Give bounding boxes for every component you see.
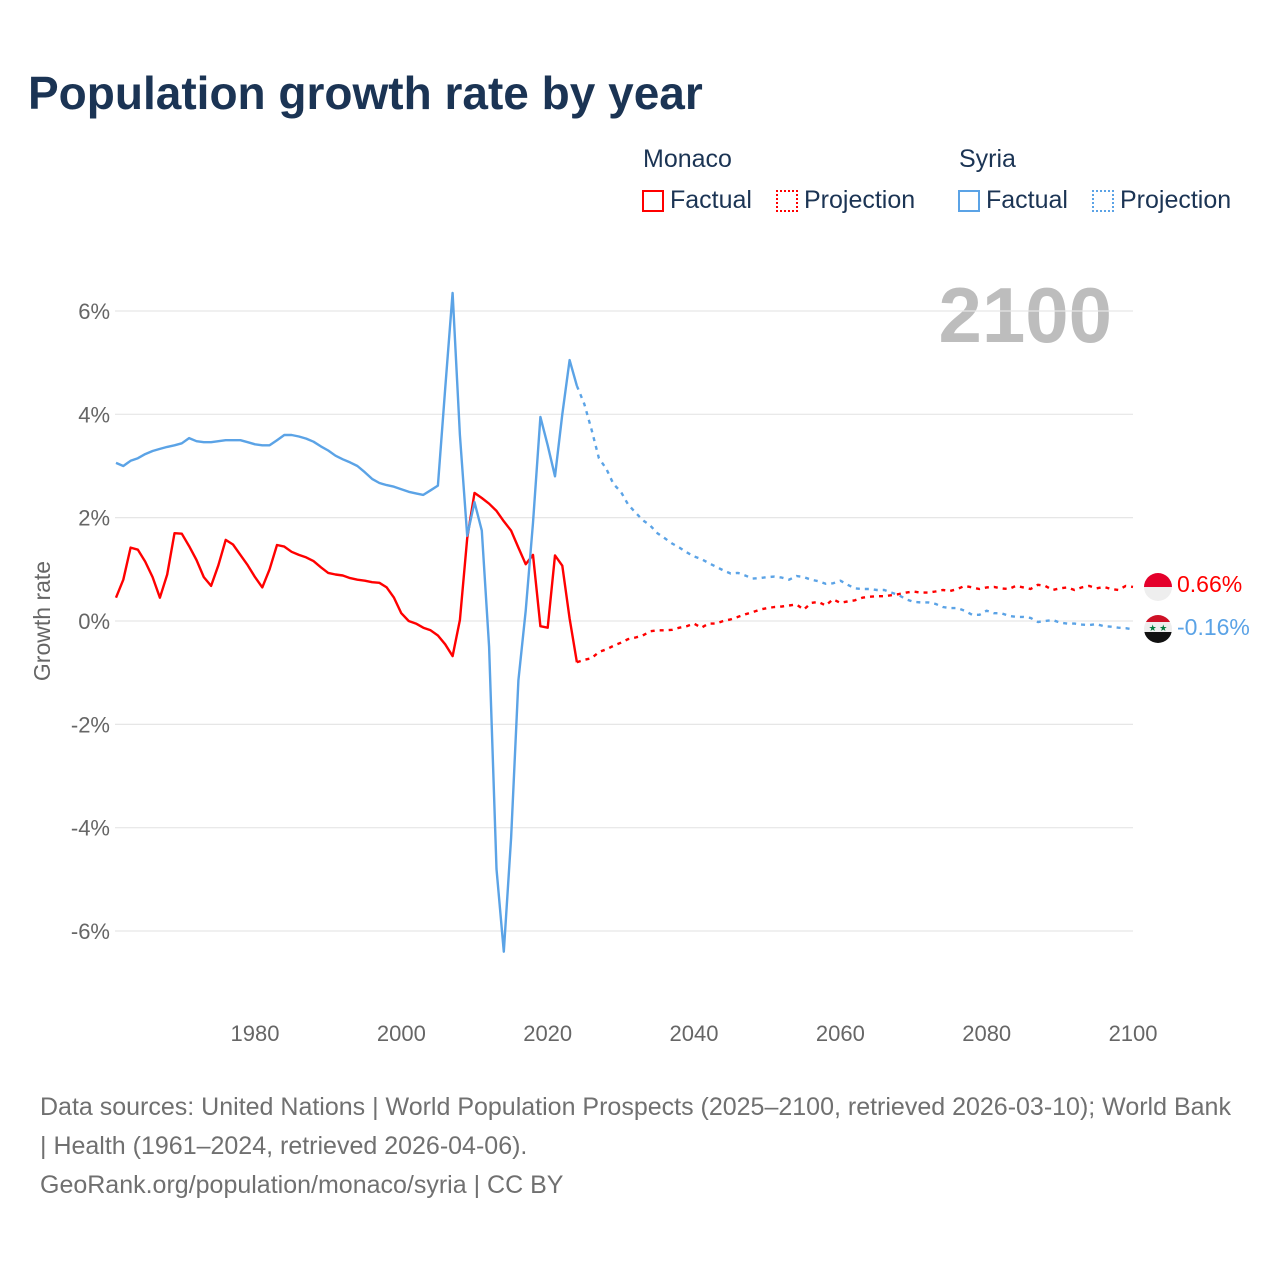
legend-syria-projection[interactable]: Projection [1092, 186, 1231, 215]
y-axis-label: Growth rate [29, 561, 55, 681]
legend-label: Factual [670, 186, 752, 214]
credit-link[interactable]: GeoRank.org/population/monaco/syria | CC… [40, 1171, 564, 1199]
series-line-monaco-factual [114, 491, 579, 663]
y-tick-label: 2% [78, 506, 110, 531]
dotted-swatch-icon [1092, 189, 1114, 212]
legend-label: Factual [986, 186, 1068, 214]
series-line-syria-factual [115, 291, 579, 953]
x-tick-label: 2100 [1109, 1021, 1158, 1046]
x-tick-label: 2000 [377, 1021, 426, 1046]
y-tick-label: 0% [78, 609, 110, 634]
legend-monaco-projection[interactable]: Projection [776, 186, 915, 215]
legend-label: Projection [1120, 186, 1232, 214]
legend-monaco-factual[interactable]: Factual [642, 186, 752, 215]
plot-area: 6% 4% 2% 0% -2% -4% -6% 1980 2000 2020 2040 2060 208… [29, 291, 1250, 1046]
monaco-end-value: 0.66% [1177, 571, 1242, 597]
y-tick-label: -6% [71, 919, 110, 944]
solid-swatch-icon [958, 189, 980, 212]
dotted-swatch-icon [776, 189, 798, 212]
monaco-flag-icon [1144, 573, 1172, 601]
x-tick-label: 2060 [816, 1021, 865, 1046]
y-tick-label: 6% [78, 299, 110, 324]
svg-text:★ ★: ★ ★ [1149, 623, 1168, 633]
footer: Data sources: United Nations | World Pop… [40, 1088, 1240, 1205]
y-tick-label: 4% [78, 402, 110, 427]
current-year-label: 2100 [938, 271, 1112, 359]
series-line-monaco-projection [576, 583, 1134, 664]
legend-group-syria: Syria [959, 145, 1016, 173]
legend-group-monaco: Monaco [643, 145, 732, 173]
legend-label: Projection [804, 186, 916, 214]
data-sources: Data sources: United Nations | World Pop… [40, 1093, 1231, 1160]
legend-syria-factual[interactable]: Factual [958, 186, 1068, 215]
page-title: Population growth rate by year [28, 67, 703, 119]
x-tick-label: 2080 [962, 1021, 1011, 1046]
solid-swatch-icon [642, 189, 664, 212]
syria-flag-icon: ★ ★ [1144, 615, 1172, 643]
y-tick-label: -2% [71, 712, 110, 737]
x-tick-label: 2020 [523, 1021, 572, 1046]
syria-end-value: -0.16% [1177, 614, 1250, 640]
x-tick-label: 2040 [670, 1021, 719, 1046]
x-tick-label: 1980 [231, 1021, 280, 1046]
series-line-syria-projection [575, 385, 1134, 631]
y-tick-label: -4% [71, 816, 110, 841]
